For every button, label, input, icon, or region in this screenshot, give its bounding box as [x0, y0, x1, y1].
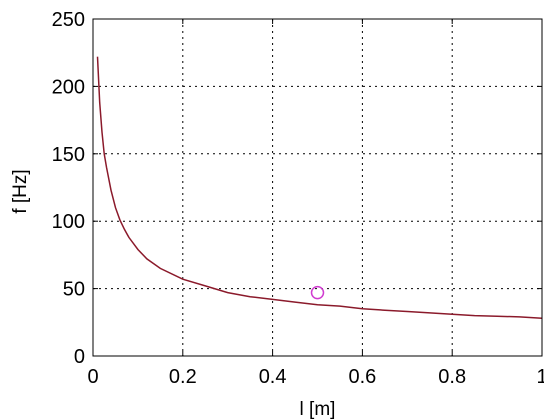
- x-tick-label: 0: [87, 366, 98, 388]
- y-tick-label: 200: [52, 76, 85, 98]
- y-tick-labels: 0 50 100 150 200 250: [52, 9, 85, 368]
- y-tick-label: 100: [52, 211, 85, 233]
- x-axis-label: l [m]: [300, 399, 336, 419]
- marker-layer: [310, 285, 325, 300]
- y-tick-label: 0: [74, 346, 85, 368]
- y-tick-label: 250: [52, 9, 85, 31]
- y-axis-label: f [Hz]: [10, 169, 31, 213]
- y-tick-label: 150: [52, 144, 85, 166]
- plot-frame: [92, 18, 543, 357]
- highlight-point-marker: [310, 285, 325, 300]
- x-tick-label: 0.2: [169, 366, 197, 388]
- series-line: [96, 56, 543, 320]
- grid-lines: [93, 19, 542, 356]
- series-layer: [96, 56, 543, 320]
- y-tick-label: 50: [63, 279, 85, 301]
- x-tick-labels: 0 0.2 0.4 0.6 0.8 1: [87, 366, 544, 388]
- tick-marks: [92, 18, 543, 357]
- x-tick-label: 0.4: [259, 366, 287, 388]
- x-tick-label: 1: [536, 366, 544, 388]
- x-tick-label: 0.6: [348, 366, 376, 388]
- x-tick-label: 0.8: [438, 366, 466, 388]
